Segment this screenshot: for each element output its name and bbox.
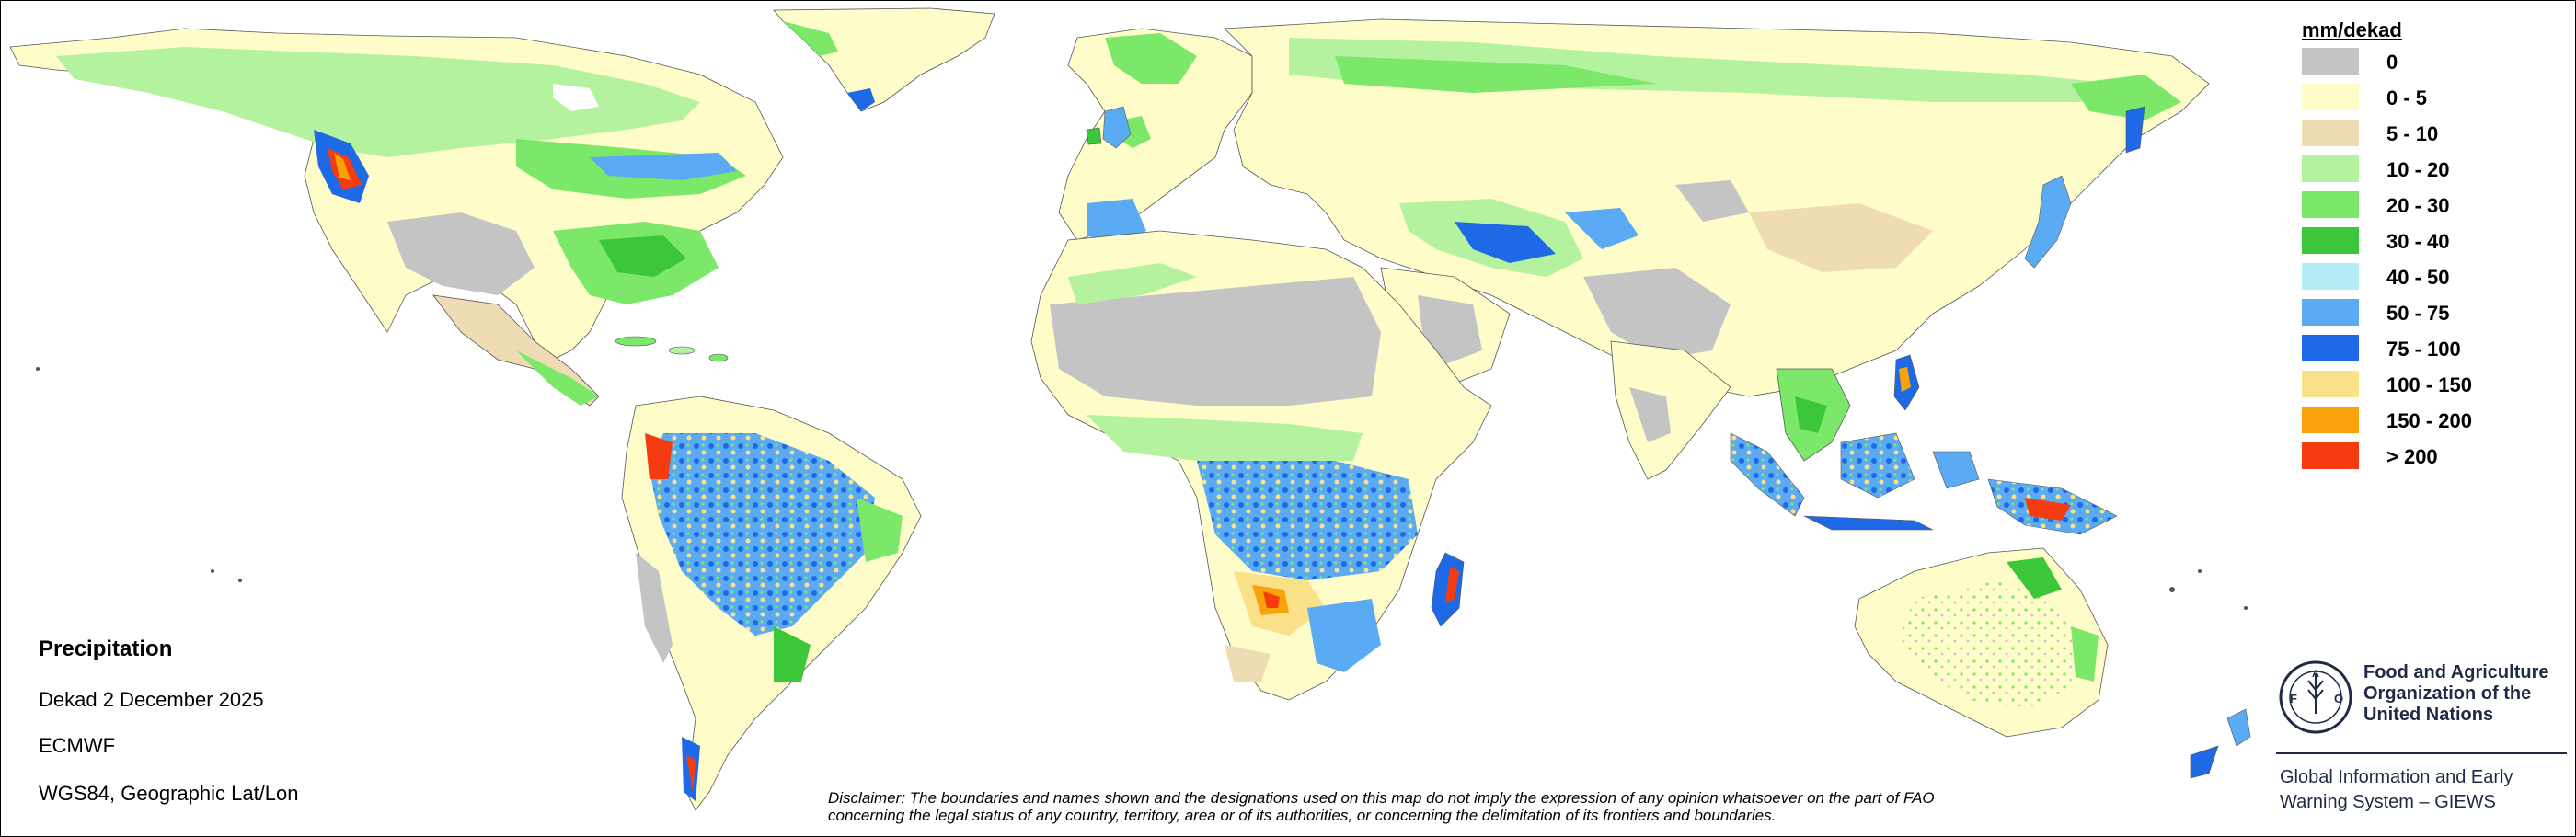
giews-line-2: Warning System – GIEWS	[2280, 792, 2496, 812]
madagascar	[1431, 552, 1465, 627]
legend-title: mm/dekad	[2302, 18, 2402, 41]
disclaimer-line-2: concerning the legal status of any count…	[828, 807, 1777, 824]
legend-item: 40 - 50	[2291, 263, 2558, 299]
africa	[1030, 230, 1492, 701]
legend-swatch	[2302, 48, 2359, 75]
legend-swatch	[2302, 227, 2359, 254]
legend-label: 5 - 10	[2386, 122, 2439, 145]
south-america	[621, 396, 922, 811]
org-name: Food and Agriculture Organization of the…	[2363, 662, 2576, 726]
legend-swatch	[2302, 84, 2359, 110]
legend-swatch	[2302, 442, 2359, 469]
europe	[1058, 28, 1253, 245]
legend-label: 10 - 20	[2386, 158, 2450, 181]
indonesia-islands	[1730, 432, 2118, 535]
legend-item: 20 - 30	[2291, 191, 2558, 227]
legend-swatch	[2302, 371, 2359, 397]
fao-logo-icon: F O A	[2279, 660, 2352, 734]
projection-label: WGS84, Geographic Lat/Lon	[39, 782, 299, 805]
map-title: Precipitation	[39, 636, 173, 661]
model-label: ECMWF	[39, 734, 116, 757]
disclaimer-line-1: Disclaimer: The boundaries and names sho…	[828, 789, 1935, 807]
legend-item: 30 - 40	[2291, 227, 2558, 263]
legend-swatch	[2302, 155, 2359, 182]
legend-item: 10 - 20	[2291, 155, 2558, 191]
legend-item: 0 - 5	[2291, 84, 2558, 120]
fao-logo-block: F O A Food and Agriculture Organization …	[2277, 659, 2571, 740]
legend: mm/dekad 0 0 - 5 5 - 10 10 - 20 20 - 30 30 - …	[2291, 18, 2558, 478]
legend-swatch	[2302, 263, 2359, 290]
legend-label: 50 - 75	[2386, 302, 2450, 325]
legend-item: 150 - 200	[2291, 407, 2558, 442]
new-zealand	[2190, 708, 2251, 779]
legend-item: > 200	[2291, 442, 2558, 478]
giews-label: Global Information and Early Warning Sys…	[2280, 765, 2513, 815]
legend-label: 75 - 100	[2386, 338, 2461, 361]
legend-item: 5 - 10	[2291, 120, 2558, 155]
north-america	[9, 28, 784, 407]
pacific-islands	[36, 367, 2248, 610]
legend-swatch	[2302, 120, 2359, 146]
legend-label: 0	[2386, 51, 2398, 74]
legend-swatch	[2302, 335, 2359, 361]
legend-label: 100 - 150	[2386, 373, 2472, 396]
disclaimer: Disclaimer: The boundaries and names sho…	[828, 789, 2116, 824]
org-divider	[2276, 752, 2567, 754]
legend-label: 0 - 5	[2386, 86, 2428, 109]
legend-swatch	[2302, 407, 2359, 433]
legend-item: 50 - 75	[2291, 299, 2558, 335]
legend-swatch	[2302, 191, 2359, 218]
greenland	[773, 7, 995, 112]
org-name-line-2: Organization of the	[2363, 683, 2532, 704]
legend-label: 40 - 50	[2386, 266, 2450, 289]
caribbean	[615, 336, 729, 362]
legend-swatch	[2302, 299, 2359, 326]
org-name-line-1: Food and Agriculture	[2363, 662, 2549, 682]
svg-text:O: O	[2334, 692, 2343, 705]
svg-text:A: A	[2312, 669, 2319, 680]
legend-label: 30 - 40	[2386, 230, 2450, 253]
legend-item: 0	[2291, 48, 2558, 84]
legend-item: 75 - 100	[2291, 335, 2558, 371]
legend-label: > 200	[2386, 445, 2438, 468]
period-label: Dekad 2 December 2025	[39, 688, 264, 711]
svg-text:F: F	[2290, 692, 2297, 705]
legend-rows: 0 0 - 5 5 - 10 10 - 20 20 - 30 30 - 40 40 - 50…	[2291, 48, 2558, 478]
legend-label: 20 - 30	[2386, 194, 2450, 217]
giews-line-1: Global Information and Early	[2280, 767, 2513, 787]
legend-label: 150 - 200	[2386, 409, 2472, 432]
legend-item: 100 - 150	[2291, 371, 2558, 407]
org-name-line-3: United Nations	[2363, 705, 2494, 725]
australia	[1854, 547, 2109, 738]
